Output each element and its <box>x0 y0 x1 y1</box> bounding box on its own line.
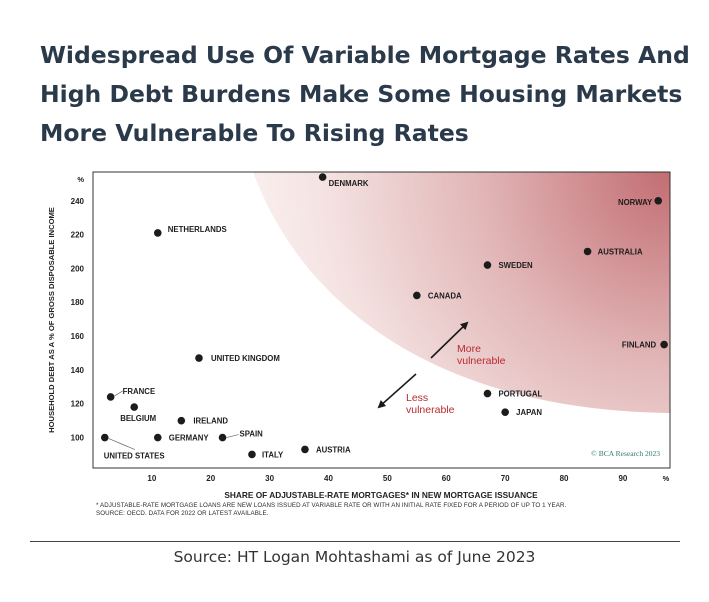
x-tick-label: 10 <box>147 474 156 483</box>
point-germany <box>153 433 162 442</box>
point-ireland <box>177 416 186 425</box>
label-spain: SPAIN <box>240 430 264 439</box>
label-australia: AUSTRALIA <box>598 247 643 256</box>
label-united-kingdom: UNITED KINGDOM <box>211 354 280 363</box>
y-axis-ticks: 100 120 140 160 180 200 220 240 <box>71 197 85 443</box>
y-tick-label: 180 <box>71 298 85 307</box>
point-italy <box>248 450 256 459</box>
x-axis-ticks: 10 20 30 40 50 60 70 80 90 <box>147 474 627 483</box>
label-norway: NORWAY <box>618 198 653 207</box>
point-labels: DENMARK NORWAY NETHERLANDS AUSTRALIA SWEDEN C… <box>104 179 657 460</box>
y-tick-label: 100 <box>71 434 85 443</box>
more-vulnerable-label: More vulnerable <box>457 343 506 367</box>
less-vulnerable-arrow <box>377 373 417 409</box>
plot-frame <box>92 171 671 469</box>
point-netherlands <box>153 229 162 237</box>
source-caption: Source: HT Logan Mohtashami as of June 2… <box>173 548 536 566</box>
y-axis-title: HOUSEHOLD DEBT AS A % OF GROSS DISPOSABL… <box>47 207 56 433</box>
footnote-definition: * ADJUSTABLE-RATE MORTGAGE LOANS ARE NEW… <box>96 502 567 509</box>
point-sweden <box>483 261 492 269</box>
label-united-states: UNITED STATES <box>104 452 165 461</box>
headline-line-3: More Vulnerable To Rising Rates <box>40 119 469 147</box>
label-belgium: BELGIUM <box>120 414 156 423</box>
x-tick-label: 70 <box>501 474 510 483</box>
point-austria <box>301 445 309 454</box>
label-france: FRANCE <box>123 387 156 396</box>
x-unit-label: % <box>663 474 670 483</box>
footnote-source: SOURCE: OECD. DATA FOR 2022 OR LATEST AV… <box>96 510 269 517</box>
point-australia <box>583 247 592 256</box>
label-finland: FINLAND <box>622 341 657 350</box>
x-tick-label: 50 <box>383 474 392 483</box>
point-japan <box>501 408 509 416</box>
point-canada <box>413 291 421 300</box>
x-tick-label: 20 <box>206 474 215 483</box>
less-vulnerable-label: Less vulnerable <box>406 392 455 416</box>
more-vulnerable-arrow <box>430 321 469 359</box>
label-ireland: IRELAND <box>193 417 228 426</box>
point-denmark <box>318 173 327 181</box>
point-belgium <box>130 403 139 411</box>
label-netherlands: NETHERLANDS <box>168 225 227 234</box>
label-sweden: SWEDEN <box>498 261 533 270</box>
label-portugal: PORTUGAL <box>498 390 542 399</box>
data-points <box>100 173 668 459</box>
label-leader-lines <box>108 390 239 450</box>
label-austria: AUSTRIA <box>316 445 351 454</box>
point-finland <box>660 340 668 349</box>
label-italy: ITALY <box>262 450 284 459</box>
point-norway <box>654 196 663 205</box>
x-tick-label: 90 <box>618 474 627 483</box>
headline-line-1: Widespread Use Of Variable Mortgage Rate… <box>40 41 690 69</box>
label-canada: CANADA <box>428 291 462 300</box>
x-tick-label: 30 <box>265 474 274 483</box>
chart-headline: Widespread Use Of Variable Mortgage Rate… <box>40 36 690 153</box>
point-united-kingdom <box>195 354 203 362</box>
point-united-states <box>100 433 109 442</box>
leader-france <box>114 390 123 397</box>
x-tick-label: 40 <box>324 474 333 483</box>
y-tick-label: 120 <box>71 400 85 409</box>
y-tick-label: 140 <box>71 366 85 375</box>
y-tick-label: 200 <box>71 264 85 273</box>
x-tick-label: 80 <box>560 474 569 483</box>
vulnerability-zone <box>253 172 670 413</box>
y-tick-label: 240 <box>71 197 85 206</box>
leader-spain <box>226 434 239 438</box>
x-axis-title: SHARE OF ADJUSTABLE-RATE MORTGAGES* IN N… <box>224 490 538 500</box>
label-denmark: DENMARK <box>329 179 369 188</box>
label-germany: GERMANY <box>169 434 210 443</box>
x-tick-label: 60 <box>442 474 451 483</box>
point-portugal <box>483 389 492 398</box>
y-tick-label: 220 <box>71 231 85 240</box>
label-japan: JAPAN <box>516 408 542 417</box>
leader-united-states <box>108 438 135 450</box>
headline-line-2: High Debt Burdens Make Some Housing Mark… <box>40 80 683 108</box>
y-tick-label: 160 <box>71 332 85 341</box>
y-unit-label: % <box>77 175 84 184</box>
point-spain <box>218 433 227 442</box>
scatter-chart: % % 100 120 140 160 180 200 220 240 10 20 30 40 50 6… <box>47 171 671 500</box>
point-france <box>106 393 115 401</box>
divider <box>30 541 680 542</box>
bca-credit: © BCA Research 2023 <box>591 449 660 458</box>
